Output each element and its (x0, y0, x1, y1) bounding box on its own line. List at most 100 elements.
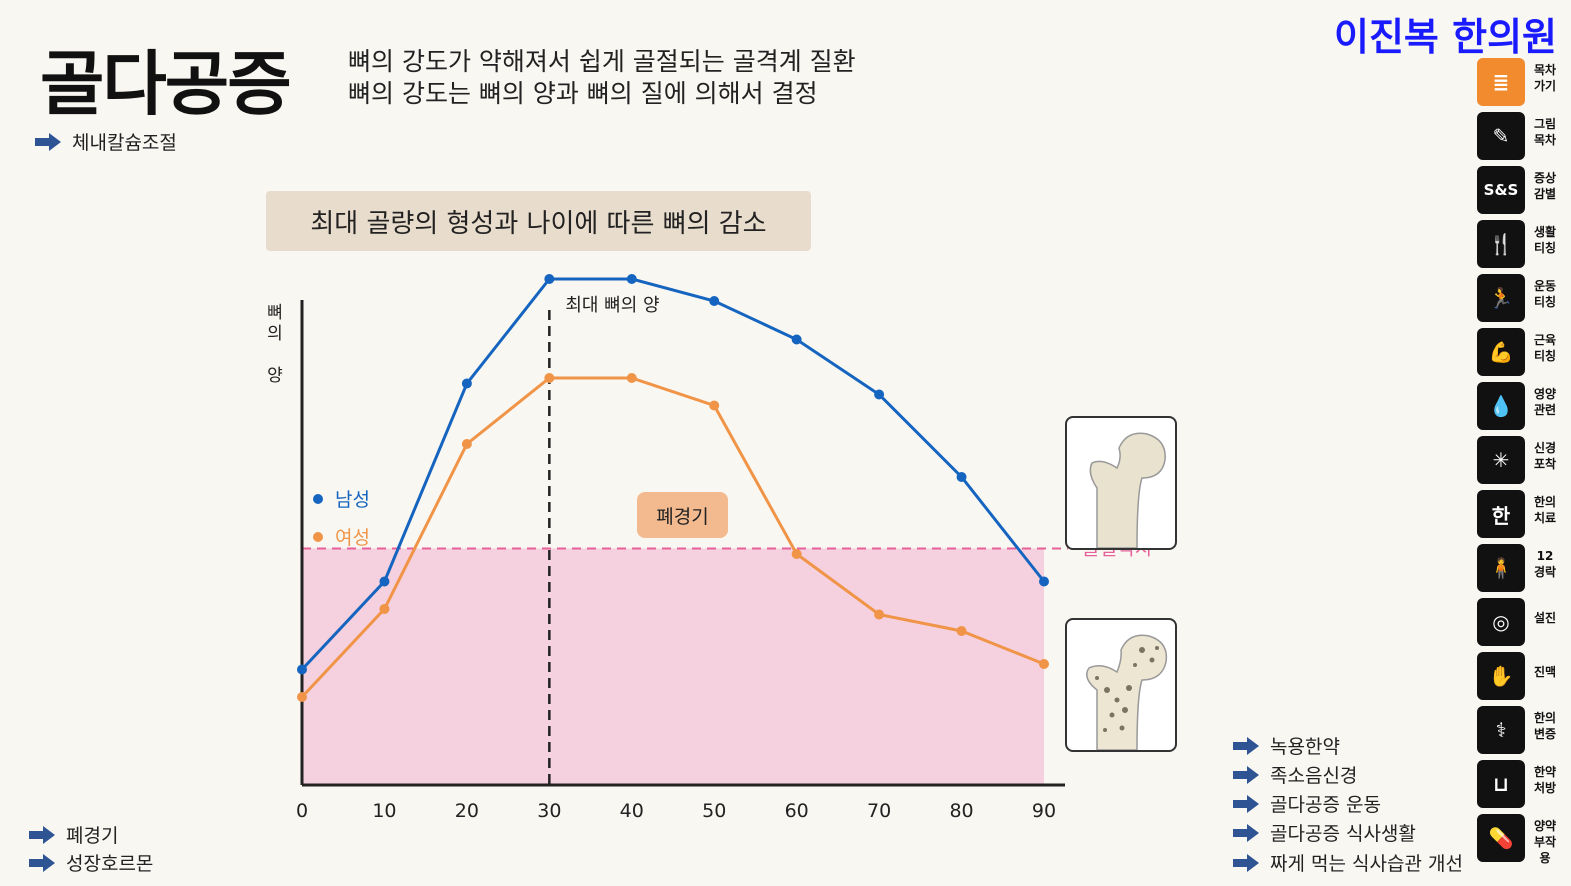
data-point-male (709, 296, 720, 306)
link-label: 녹용한약 (1270, 736, 1340, 758)
data-point-female (626, 373, 637, 383)
side-menu-item[interactable]: ⚕ 한의 변증 (1477, 706, 1561, 756)
link-salty-diet-improvement[interactable]: 짜게 먹는 식사습관 개선 (1232, 849, 1463, 876)
x-tick-label: 70 (867, 800, 891, 822)
data-point-male (544, 274, 555, 284)
link-deer-antler-herbal[interactable]: 녹용한약 (1232, 732, 1340, 759)
data-point-female (544, 373, 555, 383)
description-line-2: 뼈의 강도는 뼈의 양과 뼈의 질에 의해서 결정 (348, 79, 818, 108)
data-point-female (791, 549, 802, 559)
data-point-male (1039, 576, 1049, 587)
data-point-male (626, 274, 637, 284)
arrow-right-icon (35, 132, 61, 151)
data-point-male (297, 664, 307, 675)
side-menu-item[interactable]: 💊 양약 부작용 (1477, 814, 1561, 865)
tongue-icon: ◎ (1477, 598, 1525, 646)
fracture-threshold-region (302, 548, 1044, 785)
link-osteoporosis-diet[interactable]: 골다공증 식사생활 (1232, 819, 1416, 846)
x-tick-label: 20 (455, 800, 479, 822)
legend-male-label: 남성 (335, 489, 370, 511)
data-point-male (791, 334, 802, 345)
pulse-icon: ✋ (1477, 652, 1525, 700)
side-menu-label: 근육 티칭 (1533, 333, 1557, 363)
link-menopause[interactable]: 폐경기 (28, 821, 118, 848)
side-menu-item[interactable]: S&S 증상 감별 (1477, 166, 1561, 216)
side-menu-label: 영양 관련 (1533, 387, 1557, 417)
x-tick-label: 80 (949, 800, 973, 822)
legend-female-dot (313, 531, 323, 542)
muscle-icon: 💪 (1477, 328, 1525, 376)
drop-icon: 💧 (1477, 382, 1525, 430)
side-menu-item[interactable]: 💧 영양 관련 (1477, 382, 1561, 432)
arrow-right-icon (1233, 794, 1259, 813)
data-point-female (461, 439, 472, 449)
data-point-male (874, 389, 885, 400)
sns-icon: S&S (1477, 166, 1525, 214)
side-menu-item[interactable]: 🧍 12 경락 (1477, 544, 1561, 594)
x-tick-label: 90 (1032, 800, 1056, 822)
link-kidney-meridian[interactable]: 족소음신경 (1232, 761, 1357, 788)
data-point-female (297, 692, 307, 702)
link-label: 체내칼슘조절 (72, 132, 177, 154)
side-menu-label: 목차 가기 (1533, 63, 1557, 93)
side-menu-label: 그림 목차 (1533, 117, 1557, 147)
osteoporotic-femur-image (1065, 618, 1177, 752)
data-point-female (379, 604, 390, 614)
legend-male-dot (313, 493, 323, 504)
side-menu-item[interactable]: ≣ 목차 가기 (1477, 58, 1561, 108)
legend-female: 여성 (313, 523, 370, 550)
link-calcium-regulation[interactable]: 체내칼슘조절 (34, 128, 177, 155)
arrow-right-icon (1233, 823, 1259, 842)
link-osteoporosis-exercise[interactable]: 골다공증 운동 (1232, 790, 1381, 817)
arrow-right-icon (1233, 765, 1259, 784)
legend-male: 남성 (313, 485, 370, 512)
data-point-male (461, 378, 472, 389)
legend-female-label: 여성 (335, 527, 370, 549)
data-point-female (709, 400, 720, 411)
link-growth-hormone[interactable]: 성장호르몬 (28, 849, 153, 876)
side-menu-item[interactable]: ⊔ 한약 처방 (1477, 760, 1561, 810)
side-menu-label: 한약 처방 (1533, 765, 1557, 795)
side-menu-item[interactable]: ✋ 진맥 (1477, 652, 1561, 702)
link-label: 성장호르몬 (66, 853, 154, 875)
data-point-female (1039, 659, 1049, 669)
data-point-female (956, 626, 967, 636)
side-menu-label: 신경 포착 (1533, 441, 1557, 471)
side-menu-item[interactable]: ◎ 설진 (1477, 598, 1561, 648)
series-line-female (300, 376, 1045, 699)
menopause-annotation: 폐경기 (637, 492, 728, 538)
arrow-right-icon (29, 825, 55, 844)
healthy-femur-icon (1089, 432, 1166, 549)
link-label: 짜게 먹는 식사습관 개선 (1270, 853, 1463, 875)
pill-bottle-icon: 💊 (1477, 814, 1525, 862)
series-line-male (300, 277, 1046, 671)
arrow-right-icon (29, 853, 55, 872)
utensils-icon: 🍴 (1477, 220, 1525, 268)
data-point-female (874, 609, 885, 620)
side-menu-item[interactable]: ✎ 그림 목차 (1477, 112, 1561, 162)
side-menu-item[interactable]: 🍴 생활 티칭 (1477, 220, 1561, 270)
side-menu-label: 양약 부작용 (1533, 819, 1557, 865)
description-line-1: 뼈의 강도가 약해져서 쉽게 골절되는 골격계 질환 (348, 47, 856, 76)
side-menu-item[interactable]: ✳ 신경 포착 (1477, 436, 1561, 486)
side-menu-item[interactable]: 💪 근육 티칭 (1477, 328, 1561, 378)
han-icon: 한 (1477, 490, 1525, 538)
x-tick-label: 30 (537, 800, 561, 822)
side-menu-label: 12 경락 (1533, 549, 1557, 579)
meridian-icon: 🧍 (1477, 544, 1525, 592)
side-menu-label: 진맥 (1533, 665, 1557, 679)
neuron-icon: ✳ (1477, 436, 1525, 484)
link-label: 골다공증 식사생활 (1270, 823, 1416, 845)
x-tick-label: 10 (372, 800, 396, 822)
link-label: 폐경기 (66, 825, 119, 847)
clinic-brand: 이진복 한의원 (1334, 15, 1557, 59)
osteoporotic-femur-icon (1086, 634, 1168, 751)
side-menu-item[interactable]: 한 한의 치료 (1477, 490, 1561, 540)
data-point-male (379, 576, 390, 587)
side-menu-item[interactable]: 🏃 운동 티칭 (1477, 274, 1561, 324)
side-menu-label: 증상 감별 (1533, 171, 1557, 201)
herbal-cup-icon: ⊔ (1477, 760, 1525, 808)
healthy-femur-image (1065, 416, 1177, 550)
